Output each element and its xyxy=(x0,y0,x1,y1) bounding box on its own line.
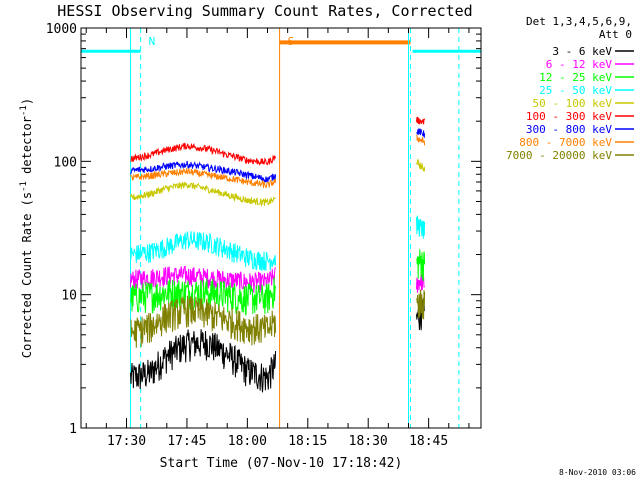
series-line xyxy=(130,329,277,393)
legend-label: 800 - 7000 keV xyxy=(519,136,612,149)
y-axis-label-main: Corrected Count Rate (s xyxy=(20,192,34,358)
x-tick-label: 18:45 xyxy=(409,434,448,449)
legend-label: 300 - 800 keV xyxy=(526,123,612,136)
x-axis-label: Start Time (07-Nov-10 17:18:42) xyxy=(160,456,403,471)
legend-label: 25 - 50 keV xyxy=(539,84,612,97)
series-line-late xyxy=(416,134,426,146)
y-tick-label: 1000 xyxy=(46,22,77,37)
series-line xyxy=(130,142,277,166)
series-line xyxy=(130,167,277,189)
legend-label: 100 - 300 keV xyxy=(526,110,612,123)
annotation-label: N xyxy=(149,35,156,48)
y-tick-label: 100 xyxy=(54,155,77,170)
x-tick-label: 17:30 xyxy=(107,434,146,449)
x-axis: 17:30 17:45 18:00 18:15 18:30 18:45 xyxy=(85,28,470,449)
legend-label: 50 - 100 keV xyxy=(533,97,613,110)
legend-label: 6 - 12 keV xyxy=(546,58,613,71)
series-line xyxy=(130,277,277,316)
y-axis: 1 10 100 1000 xyxy=(46,22,481,437)
annotation-label: S xyxy=(288,35,295,48)
plot-frame xyxy=(80,27,482,429)
legend-label: 12 - 25 keV xyxy=(539,71,612,84)
series-line-late xyxy=(416,158,426,172)
series-line-late xyxy=(416,215,426,239)
series-line xyxy=(130,230,277,271)
x-tick-label: 18:00 xyxy=(228,434,267,449)
x-tick-label: 18:30 xyxy=(349,434,388,449)
series-line xyxy=(130,160,277,183)
legend-label: 3 - 6 keV xyxy=(552,45,612,58)
y-axis-label-mid: detector xyxy=(20,116,34,181)
x-tick-label: 17:45 xyxy=(167,434,206,449)
legend-title-line-2: Att 0 xyxy=(599,28,632,41)
y-tick-label: 10 xyxy=(61,289,77,304)
series-line-late xyxy=(416,127,426,139)
chart-title: HESSI Observing Summary Count Rates, Cor… xyxy=(57,2,472,20)
date-stamp: 8-Nov-2010 03:06 xyxy=(559,468,636,477)
y-axis-label-sup1: -1 xyxy=(19,181,29,192)
series-line xyxy=(130,181,276,207)
series-line-late xyxy=(416,249,426,282)
legend-label: 7000 - 20000 keV xyxy=(506,149,612,162)
series-line-late xyxy=(416,116,426,125)
series-line-late xyxy=(416,289,426,320)
y-tick-label: 1 xyxy=(69,422,77,437)
legend-title-line-1: Det 1,3,4,5,6,9, xyxy=(526,15,632,28)
y-axis-label-sup2: -1 xyxy=(19,105,29,116)
series-line xyxy=(130,295,277,348)
x-tick-label: 18:15 xyxy=(288,434,327,449)
y-axis-label: Corrected Count Rate (s-1 detector-1) xyxy=(19,98,34,358)
y-axis-label-end: ) xyxy=(20,98,34,105)
